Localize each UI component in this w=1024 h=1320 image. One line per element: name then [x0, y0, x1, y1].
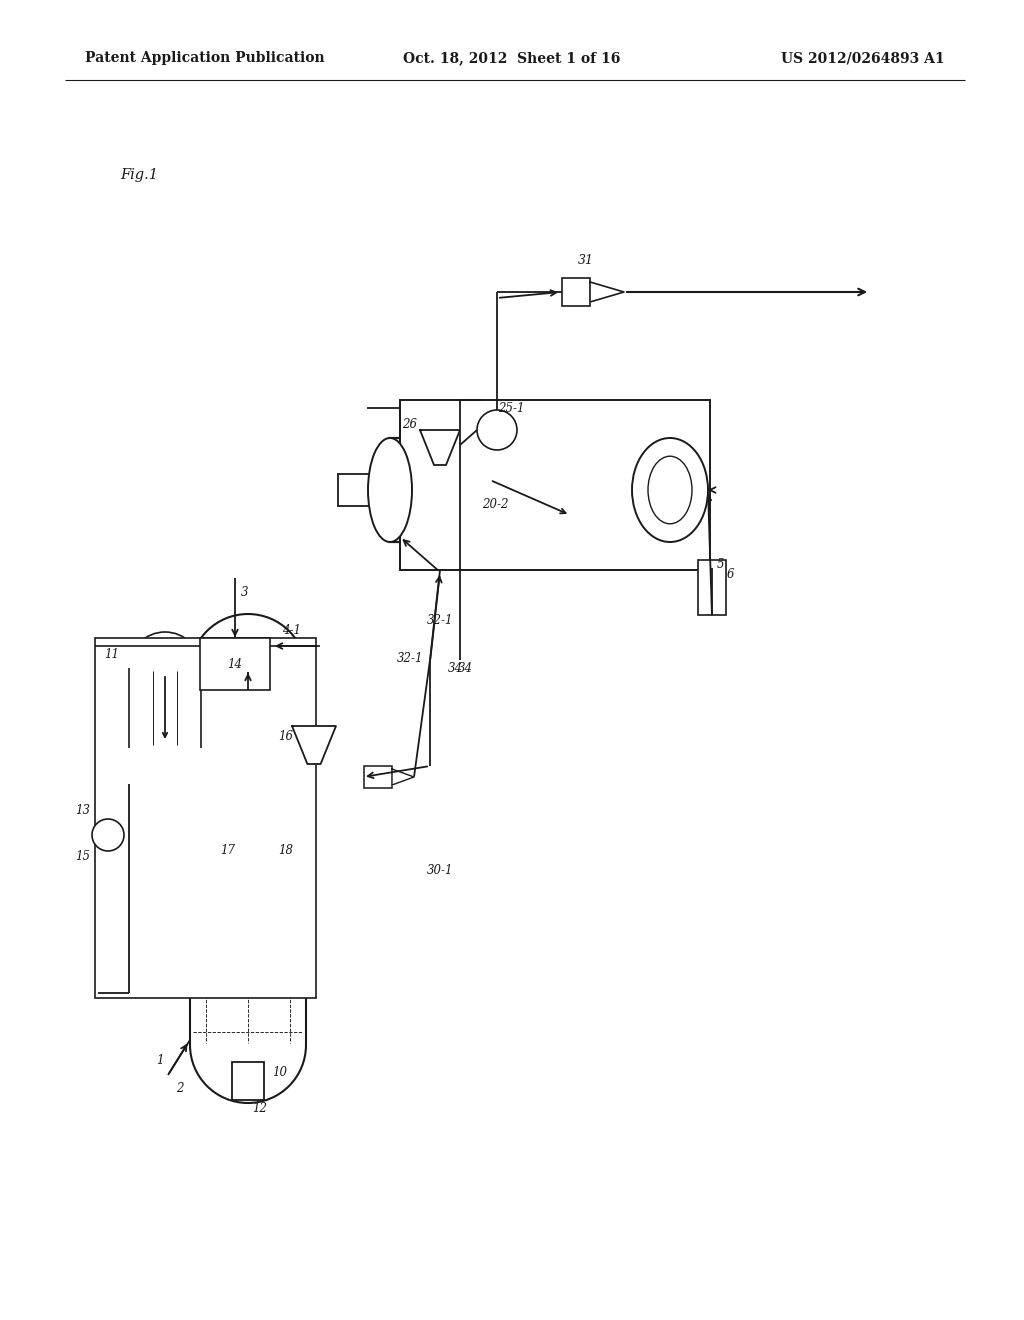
Text: 2: 2 [176, 1081, 183, 1094]
Bar [364, 766, 392, 788]
Polygon shape [392, 770, 414, 785]
Bar [562, 279, 590, 306]
Text: 32-1: 32-1 [427, 614, 454, 627]
Bar [232, 1063, 264, 1100]
Text: 25-1: 25-1 [498, 401, 524, 414]
Text: 1: 1 [157, 1053, 164, 1067]
Polygon shape [420, 430, 460, 465]
Text: 13: 13 [76, 804, 90, 817]
Text: 23: 23 [377, 482, 391, 495]
Text: 20-2: 20-2 [481, 499, 508, 511]
Text: 30-1: 30-1 [427, 863, 454, 876]
Text: Oct. 18, 2012  Sheet 1 of 16: Oct. 18, 2012 Sheet 1 of 16 [403, 51, 621, 65]
Text: 33-1: 33-1 [669, 479, 695, 491]
Polygon shape [292, 726, 336, 764]
Text: 15: 15 [76, 850, 90, 863]
Text: 5: 5 [716, 558, 724, 572]
Text: 34: 34 [458, 661, 472, 675]
Text: US 2012/0264893 A1: US 2012/0264893 A1 [781, 51, 945, 65]
Bar [200, 638, 270, 690]
Bar [390, 438, 670, 543]
Text: 3: 3 [242, 586, 249, 599]
Bar [698, 560, 726, 615]
Text: 31: 31 [578, 253, 594, 267]
Ellipse shape [632, 438, 708, 543]
Circle shape [92, 818, 124, 851]
Text: 4-1: 4-1 [283, 623, 301, 636]
Bar [338, 474, 370, 506]
Text: 17: 17 [220, 843, 236, 857]
Text: 32-1: 32-1 [396, 652, 423, 664]
Text: 14: 14 [227, 657, 243, 671]
Ellipse shape [368, 438, 412, 543]
Text: Fig.1: Fig.1 [120, 168, 158, 182]
Text: 11: 11 [104, 648, 120, 661]
Bar [95, 638, 316, 998]
Text: 6: 6 [726, 569, 734, 582]
Text: 18: 18 [279, 843, 294, 857]
Text: 10: 10 [272, 1065, 288, 1078]
Text: Patent Application Publication: Patent Application Publication [85, 51, 325, 65]
Text: 16: 16 [279, 730, 294, 742]
Circle shape [477, 411, 517, 450]
Text: 34: 34 [447, 661, 463, 675]
Bar [400, 400, 710, 570]
Ellipse shape [648, 457, 692, 524]
Text: 26: 26 [402, 418, 418, 432]
Text: 12: 12 [253, 1101, 267, 1114]
Polygon shape [590, 282, 624, 302]
